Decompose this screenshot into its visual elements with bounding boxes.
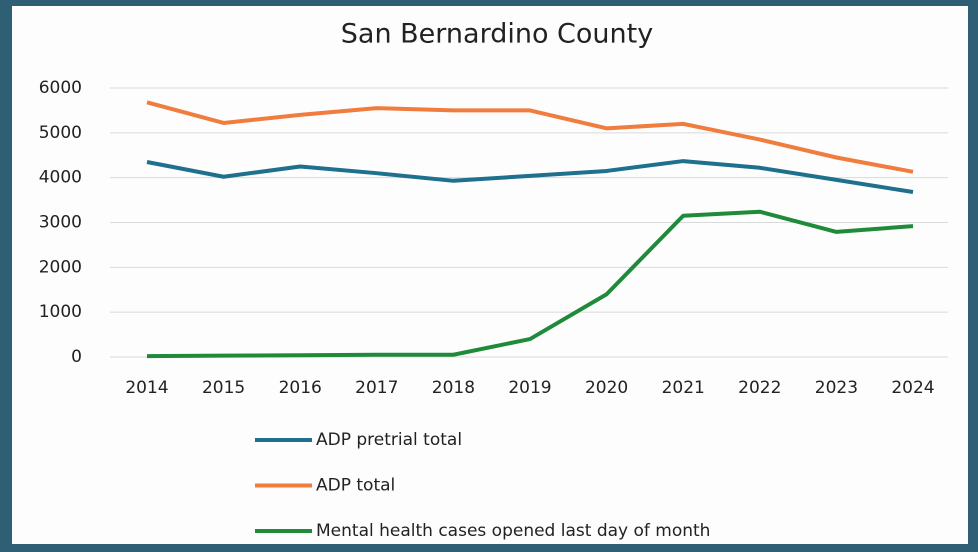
x-tick-label: 2020 xyxy=(585,378,628,398)
y-tick-label: 0 xyxy=(71,347,82,367)
x-tick-label: 2021 xyxy=(662,378,705,398)
y-tick-label: 2000 xyxy=(39,257,82,277)
x-tick-label: 2024 xyxy=(891,378,934,398)
y-tick-label: 5000 xyxy=(39,123,82,143)
chart-title: San Bernardino County xyxy=(341,19,653,50)
x-tick-label: 2019 xyxy=(508,378,551,398)
y-tick-label: 3000 xyxy=(39,213,82,233)
chart-background xyxy=(12,6,968,544)
legend-label: ADP total xyxy=(316,476,395,496)
x-tick-label: 2014 xyxy=(125,378,168,398)
series-line xyxy=(146,209,914,359)
x-tick-label: 2017 xyxy=(355,378,398,398)
y-tick-label: 1000 xyxy=(39,302,82,322)
x-tick-label: 2022 xyxy=(738,378,781,398)
x-tick-label: 2023 xyxy=(815,378,858,398)
x-tick-label: 2016 xyxy=(279,378,322,398)
legend-label: ADP pretrial total xyxy=(316,430,462,450)
y-tick-label: 4000 xyxy=(39,168,82,188)
series-line xyxy=(146,100,914,174)
series-line xyxy=(146,159,914,194)
y-tick-label: 6000 xyxy=(39,78,82,98)
x-tick-label: 2018 xyxy=(432,378,475,398)
x-tick-label: 2015 xyxy=(202,378,245,398)
legend-label: Mental health cases opened last day of m… xyxy=(316,521,710,541)
